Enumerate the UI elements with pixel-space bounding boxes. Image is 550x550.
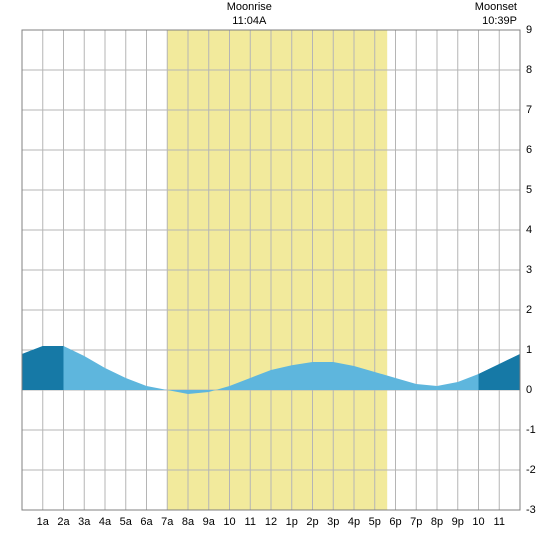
svg-text:8a: 8a: [182, 516, 195, 528]
svg-text:5: 5: [526, 184, 532, 196]
svg-text:4p: 4p: [348, 516, 360, 528]
svg-text:1p: 1p: [286, 516, 298, 528]
svg-text:5p: 5p: [369, 516, 381, 528]
svg-text:12: 12: [265, 516, 277, 528]
svg-text:1a: 1a: [37, 516, 50, 528]
svg-text:6p: 6p: [389, 516, 401, 528]
tide-chart: -3-2-101234567891a2a3a4a5a6a7a8a9a101112…: [0, 0, 550, 550]
svg-text:0: 0: [526, 384, 532, 396]
svg-text:-3: -3: [526, 504, 536, 516]
svg-text:7p: 7p: [410, 516, 422, 528]
moonset-label: Moonset: [475, 1, 517, 13]
svg-text:-1: -1: [526, 424, 536, 436]
svg-text:2: 2: [526, 304, 532, 316]
moonrise-time: 11:04A: [232, 15, 266, 27]
svg-text:8: 8: [526, 64, 532, 76]
svg-text:-2: -2: [526, 464, 536, 476]
svg-text:9a: 9a: [203, 516, 216, 528]
moonset-annotation: Moonset 10:39P: [475, 0, 517, 29]
svg-text:2p: 2p: [306, 516, 318, 528]
chart-svg: -3-2-101234567891a2a3a4a5a6a7a8a9a101112…: [0, 0, 550, 550]
moonrise-annotation: Moonrise 11:04A: [227, 0, 272, 29]
svg-text:8p: 8p: [431, 516, 443, 528]
svg-text:6: 6: [526, 144, 532, 156]
svg-text:10: 10: [472, 516, 484, 528]
svg-text:10: 10: [223, 516, 235, 528]
svg-text:6a: 6a: [140, 516, 153, 528]
moonset-time: 10:39P: [482, 15, 517, 27]
svg-text:2a: 2a: [57, 516, 70, 528]
svg-text:4: 4: [526, 224, 532, 236]
svg-text:4a: 4a: [99, 516, 112, 528]
svg-text:11: 11: [494, 516, 505, 528]
svg-text:3a: 3a: [78, 516, 91, 528]
svg-text:3: 3: [526, 264, 532, 276]
svg-text:1: 1: [526, 344, 532, 356]
svg-text:5a: 5a: [120, 516, 133, 528]
svg-text:9p: 9p: [452, 516, 464, 528]
moonrise-label: Moonrise: [227, 1, 272, 13]
svg-text:9: 9: [526, 24, 532, 36]
svg-text:7a: 7a: [161, 516, 174, 528]
svg-text:3p: 3p: [327, 516, 339, 528]
svg-text:7: 7: [526, 104, 532, 116]
svg-text:11: 11: [245, 516, 256, 528]
